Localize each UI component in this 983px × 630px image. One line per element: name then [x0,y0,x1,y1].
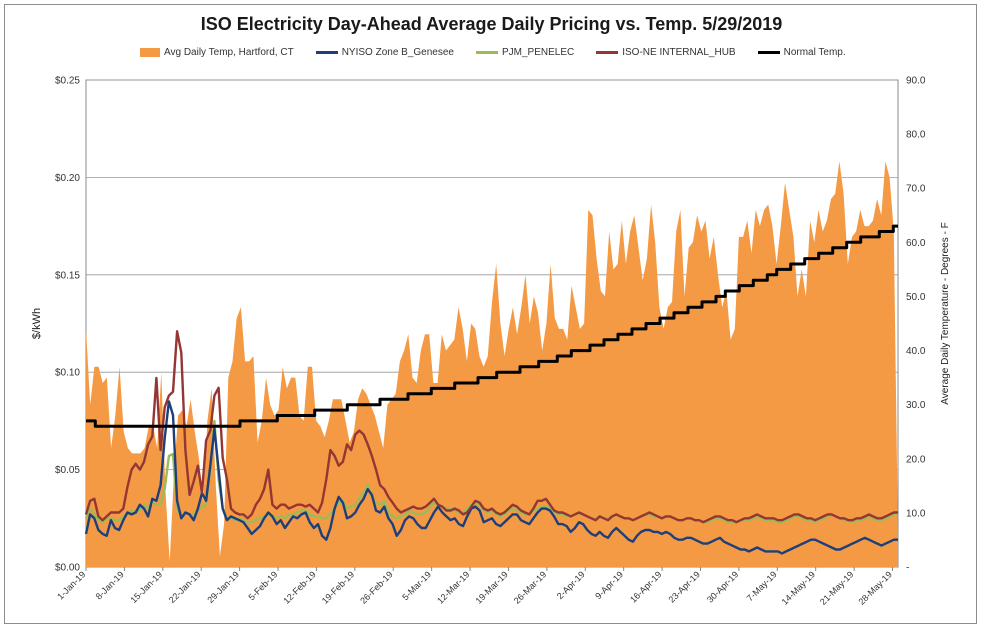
y2-tick-label: 10.0 [906,508,926,519]
x-tick-label: 30-Apr-19 [705,569,740,604]
legend-label-nyiso: NYISO Zone B_Genesee [341,47,454,58]
y-axis-title: $/kWh [31,308,43,339]
x-tick-label: 23-Apr-19 [667,569,702,604]
x-tick-label: 26-Feb-19 [358,569,394,605]
x-tick-label: 8-Jan-19 [94,569,126,601]
x-tick-label: 5-Mar-19 [400,569,433,602]
x-tick-label: 19-Mar-19 [473,569,509,605]
legend-swatch-pjm [475,51,498,54]
x-tick-label: 26-Mar-19 [512,569,548,605]
legend-item-nyiso: NYISO Zone B_Genesee [315,47,454,58]
legend-item-temp: Avg Daily Temp, Hartford, CT [140,47,294,58]
x-tick-label: 16-Apr-19 [628,569,663,604]
x-tick-label: 15-Jan-19 [128,569,164,605]
y2-tick-label: 40.0 [906,346,926,357]
x-tick-label: 28-May-19 [856,569,893,606]
series-line-normal [86,224,898,428]
y2-tick-label: 80.0 [906,130,926,141]
x-tick-label: 12-Feb-19 [281,569,317,605]
legend-label-normal: Normal Temp. [783,47,846,58]
y2-tick-label: 20.0 [906,454,926,465]
x-tick-label: 29-Jan-19 [205,569,241,605]
y2-tick-label: 60.0 [906,238,926,249]
y2-tick-label: 30.0 [906,400,926,411]
y2-tick-label: - [906,563,909,574]
y-tick-label: $0.10 [55,368,80,379]
y2-tick-label: 50.0 [906,292,926,303]
x-tick-label: 5-Feb-19 [247,569,280,602]
y-tick-label: $0.05 [55,465,80,476]
x-tick-label: 14-May-19 [780,569,817,606]
legend-swatch-nyiso [315,51,338,54]
y-tick-label: $0.25 [55,76,80,87]
legend-item-isone: ISO-NE INTERNAL_HUB [596,47,736,58]
series-area-temp [86,161,898,567]
series-line-nyiso [84,400,898,555]
legend-swatch-normal [757,51,780,54]
y2-tick-label: 90.0 [906,76,926,87]
legend-label-temp: Avg Daily Temp, Hartford, CT [164,47,294,58]
legend-swatch-isone [596,51,619,54]
x-tick-label: 19-Feb-19 [320,569,356,605]
x-tick-label: 2-Apr-19 [555,569,587,601]
chart-title: ISO Electricity Day-Ahead Average Daily … [200,14,783,34]
legend-item-normal: Normal Temp. [757,47,846,58]
legend-label-isone: ISO-NE INTERNAL_HUB [622,47,736,58]
legend-swatch-temp [140,48,160,57]
legend-label-pjm: PJM_PENELEC [501,47,575,58]
x-tick-label: 22-Jan-19 [167,569,203,605]
x-tick-label: 9-Apr-19 [593,569,625,601]
legend-item-pjm: PJM_PENELEC [475,47,575,58]
y2-tick-label: 70.0 [906,184,926,195]
y2-axis-title: Average Daily Temperature - Degrees - F [940,222,951,405]
x-tick-label: 7-May-19 [745,569,779,603]
chart-legend: Avg Daily Temp, Hartford, CT NYISO Zone … [140,47,846,58]
x-tick-label: 12-Mar-19 [435,569,471,605]
y-tick-label: $0.00 [55,563,80,574]
y-tick-label: $0.15 [55,270,80,281]
x-tick-label: 21-May-19 [818,569,855,606]
series-line-isone [84,330,898,524]
x-tick-label: 1-Jan-19 [55,569,87,601]
y-tick-label: $0.20 [55,173,80,184]
